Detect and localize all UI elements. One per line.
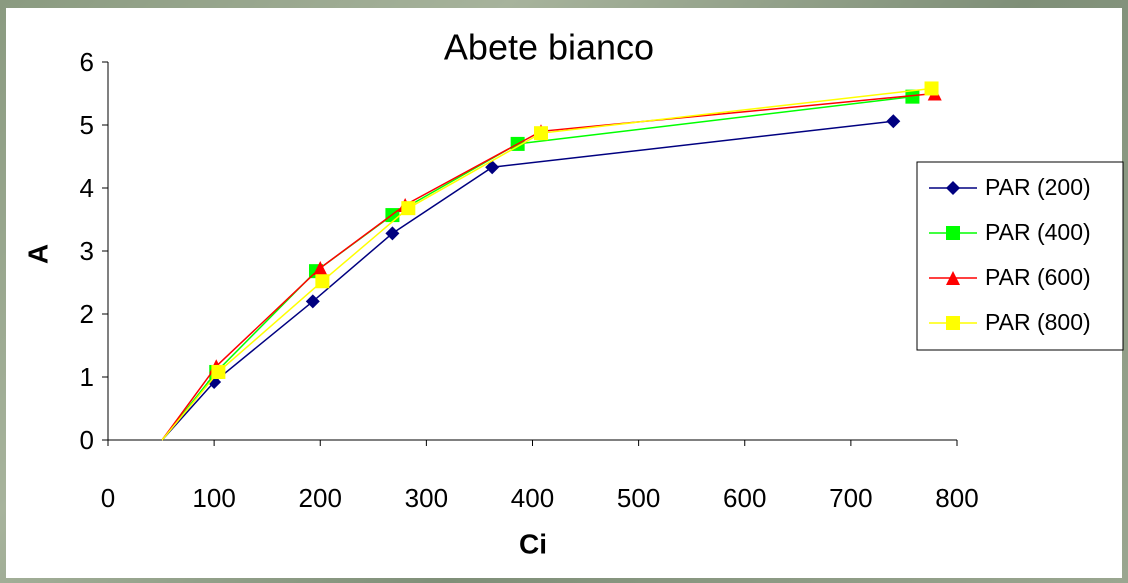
series-line bbox=[161, 87, 932, 441]
legend: PAR (200) PAR (400) PAR (600) PAR (800) bbox=[916, 161, 1124, 351]
y-tick-label: 5 bbox=[80, 110, 94, 140]
legend-label: PAR (600) bbox=[985, 264, 1091, 290]
x-tick-label: 0 bbox=[101, 483, 115, 513]
x-tick-label: 400 bbox=[511, 483, 554, 513]
series-line bbox=[161, 120, 894, 441]
marker bbox=[924, 81, 939, 96]
marker bbox=[211, 364, 226, 379]
y-tick-label: 3 bbox=[80, 236, 94, 266]
marker bbox=[401, 201, 416, 216]
marker bbox=[905, 89, 920, 104]
marker bbox=[305, 294, 320, 309]
marker bbox=[946, 271, 960, 285]
y-tick-label: 1 bbox=[80, 362, 94, 392]
legend-label: PAR (400) bbox=[985, 219, 1091, 245]
x-tick-label: 800 bbox=[935, 483, 978, 513]
x-tick-label: 200 bbox=[299, 483, 342, 513]
y-tick-label: 4 bbox=[80, 173, 94, 203]
marker bbox=[385, 226, 400, 241]
marker bbox=[533, 126, 548, 141]
x-axis-label: Ci bbox=[519, 528, 547, 559]
x-tick-label: 100 bbox=[192, 483, 235, 513]
chart-title: Abete bianco bbox=[444, 27, 654, 68]
x-tick-label: 700 bbox=[829, 483, 872, 513]
marker bbox=[315, 274, 330, 289]
marker bbox=[485, 160, 500, 175]
x-tick-label: 600 bbox=[723, 483, 766, 513]
marker bbox=[886, 114, 901, 129]
legend-label: PAR (200) bbox=[985, 174, 1091, 200]
y-tick-label: 0 bbox=[80, 425, 94, 455]
y-axis-label: A bbox=[22, 244, 53, 264]
y-tick-label: 6 bbox=[80, 47, 94, 77]
x-tick-label: 300 bbox=[405, 483, 448, 513]
legend-label: PAR (800) bbox=[985, 309, 1091, 335]
marker bbox=[946, 316, 960, 330]
y-tick-label: 2 bbox=[80, 299, 94, 329]
marker bbox=[946, 181, 960, 195]
marker bbox=[946, 226, 960, 240]
marker bbox=[313, 261, 328, 276]
x-tick-label: 500 bbox=[617, 483, 660, 513]
